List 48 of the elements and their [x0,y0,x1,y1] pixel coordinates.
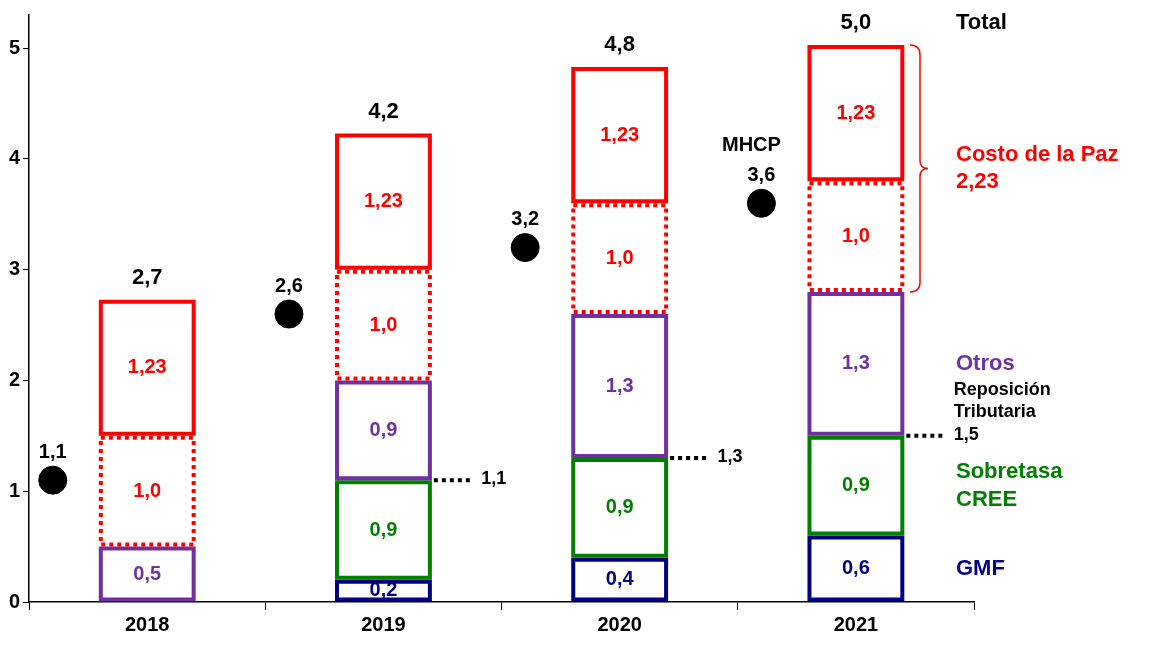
text: Sobretasa CREE [956,458,1064,511]
text: Otros [956,349,1015,375]
data-label: 1,0 [369,312,398,335]
data-label: 3,2 [511,207,540,230]
x-tick-label: 2020 [597,612,642,635]
y-tick-label: 4 [9,146,21,169]
data-label: 1,3 [841,351,870,374]
y-tick-label: 5 [9,35,21,58]
data-label: 0,6 [841,556,870,579]
annotation: Total [956,8,1007,34]
data-label: 3,6 [747,162,776,185]
total-label: 5,0 [840,8,872,34]
data-label: 0,5 [133,561,162,584]
x-tick-label: 2019 [361,612,406,635]
y-tick-label: 2 [9,368,21,391]
data-label: 1,1 [38,439,67,462]
annotation: 1,1 [481,467,507,488]
total-label: 4,8 [604,31,635,57]
y-tick-label: 0 [9,589,21,612]
data-label: 0,9 [369,517,398,540]
annotation: Reposición Tributaria 1,5 [953,378,1051,444]
data-label: 1,23 [836,100,876,123]
data-label: 1,23 [127,355,167,378]
data-label: 0,9 [841,473,870,496]
total-label: 4,2 [368,97,399,123]
data-label: 1,23 [600,122,640,145]
data-label: 1,23 [363,189,403,212]
annotation: 1,3 [717,445,743,466]
annotation: MHCP [721,132,781,155]
annotation: Costo de la Paz 2,23 [956,140,1119,194]
y-tick-label: 1 [9,478,21,501]
text: GMF [956,554,1005,580]
total-label: 2,7 [131,263,163,289]
data-label: 0,4 [605,567,635,590]
data-label: 2,6 [275,273,303,296]
data-label: 1,0 [841,224,870,247]
data-label: 1,0 [133,478,162,501]
point [274,299,304,329]
x-tick-label: 2018 [124,612,170,635]
point [746,188,776,218]
data-label: 1,0 [605,246,634,269]
y-tick-label: 3 [9,257,21,280]
data-label: 0,9 [605,495,634,518]
point [38,465,68,495]
x-tick-label: 2021 [833,612,879,635]
point [510,233,540,263]
data-label: 0,9 [369,417,398,440]
data-label: 1,3 [605,373,634,396]
